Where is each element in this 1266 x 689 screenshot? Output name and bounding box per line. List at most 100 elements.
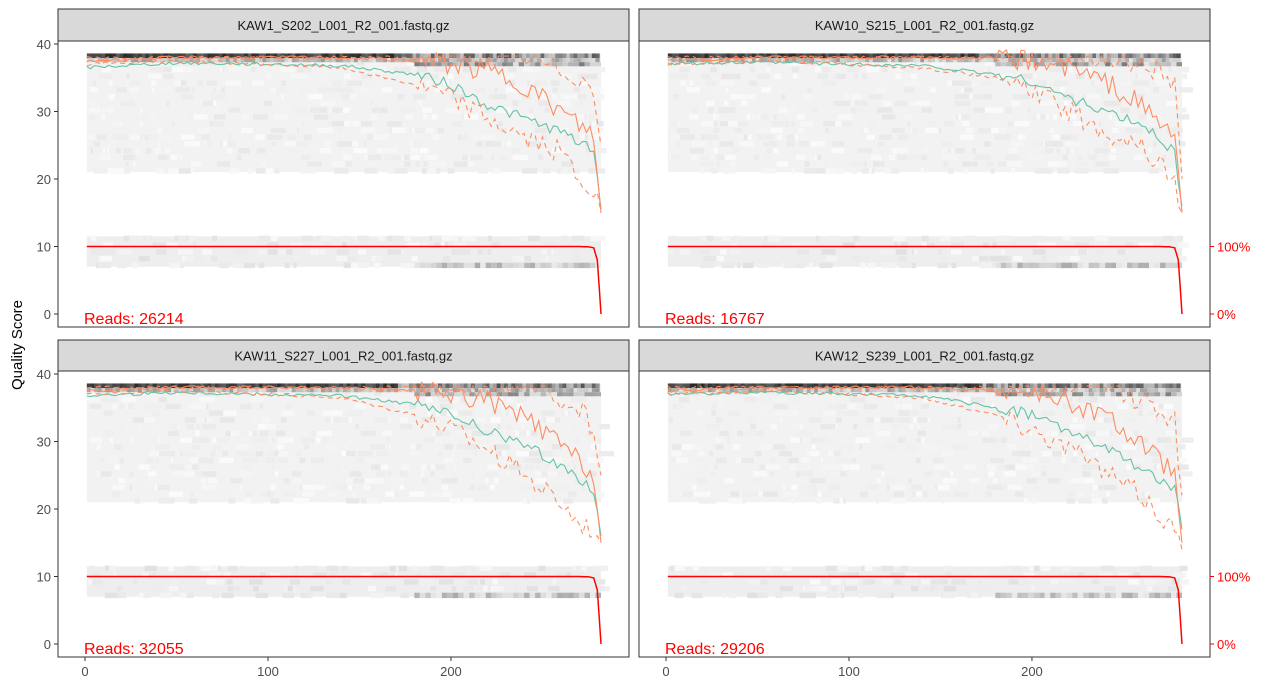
heatmap-cell	[299, 87, 306, 93]
heatmap-cell	[280, 450, 288, 457]
heatmap-cell	[440, 242, 445, 248]
heatmap-cell	[316, 430, 333, 437]
heatmap-cell	[970, 396, 985, 403]
heatmap-cell	[913, 249, 918, 255]
heatmap-cell	[160, 147, 165, 154]
heatmap-cell	[366, 60, 380, 66]
heatmap-cell	[180, 80, 190, 86]
heatmap-cell	[821, 388, 826, 393]
heatmap-cell	[933, 242, 939, 248]
heatmap-cell	[419, 58, 425, 63]
heatmap-cell	[998, 437, 1001, 443]
heatmap-cell	[912, 80, 928, 86]
heatmap-cell	[817, 154, 822, 161]
heatmap-cell	[824, 161, 827, 167]
heatmap-cell	[436, 62, 442, 67]
heatmap-cell	[583, 417, 588, 423]
heatmap-cell	[127, 388, 132, 393]
heatmap-cell	[938, 388, 943, 393]
heatmap-cell	[307, 592, 313, 599]
heatmap-cell	[185, 53, 190, 59]
heatmap-cell	[806, 388, 812, 393]
heatmap-cell	[1103, 383, 1108, 389]
heatmap-cell	[1026, 388, 1031, 393]
heatmap-cell	[264, 457, 276, 464]
heatmap-cell	[796, 430, 813, 437]
heatmap-cell	[540, 53, 545, 59]
heatmap-cell	[1083, 262, 1089, 269]
heatmap-cell	[331, 242, 337, 248]
heatmap-cell	[522, 388, 527, 393]
heatmap-cell	[951, 444, 967, 450]
heatmap-cell	[129, 484, 132, 491]
heatmap-cell	[942, 255, 951, 262]
y-axis-title: Quality Score	[9, 300, 26, 390]
heatmap-cell	[169, 66, 184, 73]
heatmap-cell	[504, 383, 509, 389]
heatmap-cell	[951, 262, 957, 269]
heatmap-cell	[591, 93, 605, 100]
heatmap-cell	[673, 403, 677, 410]
heatmap-cell	[695, 396, 700, 403]
heatmap-cell	[551, 592, 558, 599]
heatmap-cell	[390, 58, 395, 63]
heatmap-cell	[313, 114, 329, 120]
heatmap-cell	[485, 592, 492, 599]
heatmap-cell	[573, 388, 578, 393]
heatmap-cell	[588, 388, 593, 393]
heatmap-cell	[1001, 249, 1005, 255]
heatmap-cell	[577, 53, 582, 59]
heatmap-cell	[1063, 53, 1068, 59]
heatmap-cell	[836, 58, 841, 63]
heatmap-cell	[862, 127, 869, 134]
heatmap-cell	[101, 396, 118, 403]
heatmap-cell	[250, 66, 257, 73]
heatmap-cell	[322, 477, 334, 484]
heatmap-cell	[810, 437, 820, 443]
heatmap-cell	[924, 388, 929, 393]
heatmap-cell	[745, 93, 750, 100]
heatmap-cell	[291, 572, 299, 578]
heatmap-cell	[332, 388, 337, 393]
heatmap-cell	[562, 592, 569, 599]
heatmap-cell	[508, 66, 517, 73]
heatmap-cell	[843, 58, 848, 63]
heatmap-cell	[532, 396, 536, 403]
heatmap-cell	[867, 579, 875, 585]
heatmap-cell	[1010, 464, 1027, 470]
heatmap-cell	[487, 141, 501, 147]
heatmap-cell	[1011, 450, 1026, 457]
heatmap-cell	[1132, 262, 1139, 269]
heatmap-cell	[452, 383, 457, 389]
heatmap-cell	[691, 107, 698, 113]
heatmap-cell	[276, 255, 281, 262]
heatmap-cell	[1140, 114, 1144, 120]
heatmap-cell	[584, 262, 591, 269]
heatmap-cell	[1091, 498, 1101, 504]
heatmap-cell	[859, 491, 868, 497]
heatmap-cell	[1059, 383, 1064, 389]
heatmap-cell	[233, 383, 238, 389]
heatmap-cell	[846, 100, 850, 107]
heatmap-cell	[324, 383, 329, 389]
heatmap-cell	[543, 93, 556, 100]
heatmap-cell	[1011, 58, 1016, 63]
heatmap-cell	[259, 423, 266, 430]
heatmap-cell	[1051, 430, 1059, 437]
heatmap-cell	[116, 147, 121, 154]
heatmap-cell	[192, 87, 195, 93]
heatmap-cell	[1139, 58, 1145, 63]
heatmap-cell	[671, 477, 681, 484]
heatmap-cell	[846, 579, 859, 585]
heatmap-cell	[507, 53, 512, 59]
heatmap-cell	[1110, 471, 1118, 477]
heatmap-cell	[1146, 396, 1155, 403]
heatmap-cell	[463, 53, 468, 59]
heatmap-cell	[1169, 93, 1176, 100]
heatmap-cell	[702, 464, 706, 470]
heatmap-cell	[489, 58, 494, 63]
heatmap-cell	[322, 66, 326, 73]
heatmap-cell	[527, 498, 530, 504]
heatmap-cell	[524, 392, 530, 397]
heatmap-cell	[460, 134, 467, 140]
